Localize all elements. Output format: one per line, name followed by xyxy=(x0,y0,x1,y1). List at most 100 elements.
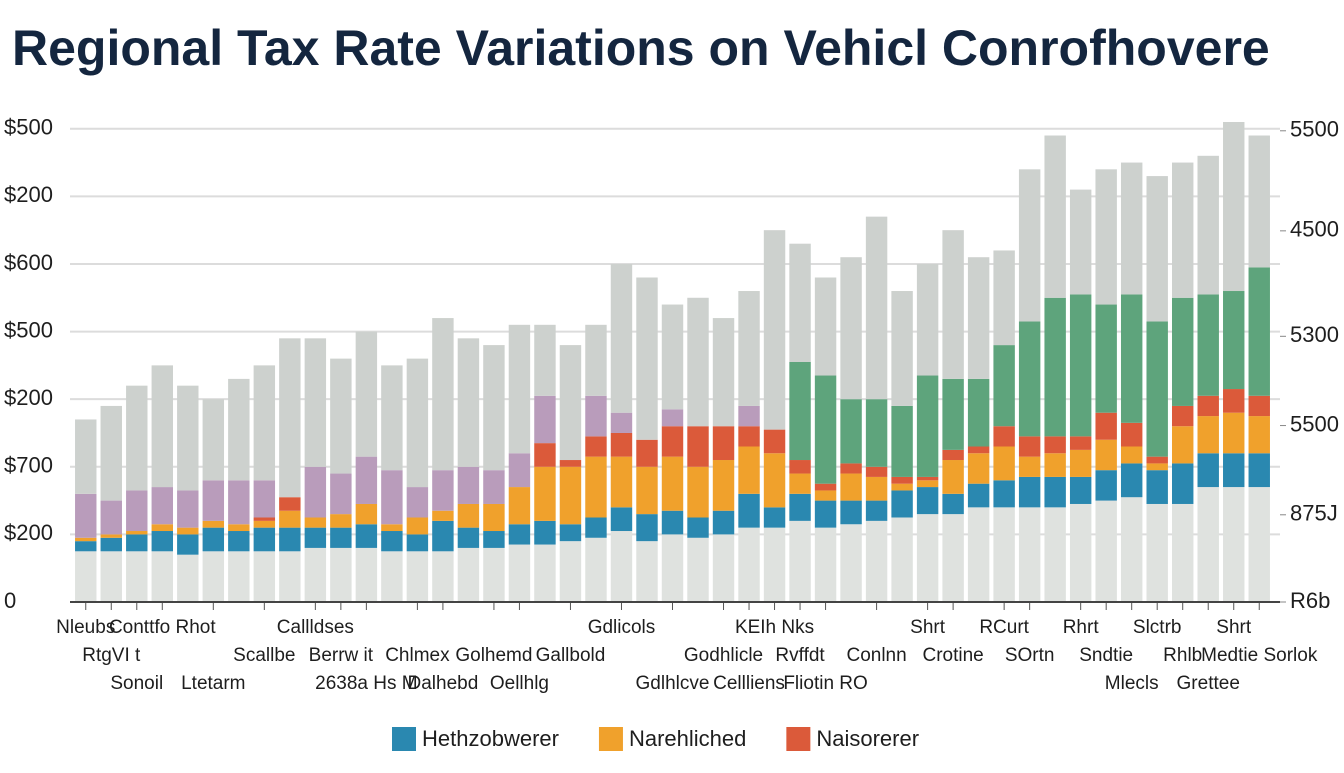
bar-segment xyxy=(1095,470,1117,501)
bar-segment xyxy=(126,490,148,532)
bar-segment xyxy=(942,378,964,450)
bar-segment xyxy=(355,524,378,548)
y-tick-label: 0 xyxy=(4,588,16,613)
bar-segment xyxy=(508,524,531,545)
bar-segment xyxy=(1171,162,1194,298)
bar-segment xyxy=(712,318,735,427)
bar-segment xyxy=(75,537,97,542)
bar-segment xyxy=(534,395,556,444)
bar-segment xyxy=(1197,395,1219,417)
bar-segment xyxy=(1197,294,1219,396)
y2-tick-label: 5500 xyxy=(1290,411,1339,436)
bar-segment xyxy=(763,429,786,454)
bar-segment xyxy=(687,517,709,538)
bar-segment xyxy=(177,385,199,491)
x-tick-label: Slctrb xyxy=(1133,617,1182,638)
bar-segment xyxy=(1248,267,1270,396)
bar-segment xyxy=(1197,487,1219,602)
x-tick-label: Medtie Sorlok xyxy=(1201,645,1318,666)
bar-segment xyxy=(432,318,454,471)
bar-segment xyxy=(406,551,429,602)
bar-segment xyxy=(865,399,888,467)
bar-segment xyxy=(228,531,250,552)
bar-segment xyxy=(789,473,811,494)
bar-segment xyxy=(457,338,480,467)
bar-segment xyxy=(1120,446,1143,464)
bar-segment xyxy=(687,466,709,518)
bar-segment xyxy=(151,365,174,488)
bar-segment xyxy=(1018,436,1041,457)
bar-segment xyxy=(814,490,837,501)
bar-segment xyxy=(1171,426,1194,464)
legend-label: Naisorerer xyxy=(816,726,919,751)
bar-segment xyxy=(355,503,378,525)
bar-segment xyxy=(1223,412,1245,454)
bar-segment xyxy=(916,487,939,515)
bar-segment xyxy=(228,378,250,481)
bar-segment xyxy=(177,490,199,528)
bar-segment xyxy=(151,551,174,602)
legend-swatch xyxy=(392,727,416,751)
bar-segment xyxy=(1069,449,1092,477)
bar-segment xyxy=(891,517,913,602)
bar-segment xyxy=(228,480,250,525)
bar-segment xyxy=(610,531,633,602)
bar-segment xyxy=(151,531,174,552)
bar-segment xyxy=(406,534,429,552)
bar-segment xyxy=(1069,503,1092,602)
bar-segment xyxy=(75,493,97,538)
bar-segment xyxy=(1044,507,1066,602)
bar-segment xyxy=(75,419,97,494)
bar-segment xyxy=(610,412,633,433)
x-tick-label: Nleubs xyxy=(56,617,115,638)
bar-segment xyxy=(126,531,148,535)
bar-segment xyxy=(1146,456,1168,464)
bar-segment xyxy=(100,405,122,501)
bar-segment xyxy=(432,520,454,552)
bar-segment xyxy=(942,514,964,602)
bar-segment xyxy=(814,375,837,484)
bar-segment xyxy=(1197,416,1219,454)
bar-segment xyxy=(993,345,1015,427)
bar-segment xyxy=(1018,456,1041,477)
bar-segment xyxy=(381,470,403,525)
bar-segment xyxy=(661,304,684,410)
bar-segment xyxy=(585,436,607,457)
bar-segment xyxy=(993,446,1015,481)
bar-segment xyxy=(865,466,888,477)
bar-segment xyxy=(712,426,735,461)
bar-segment xyxy=(202,527,225,552)
bar-segment xyxy=(100,537,122,552)
bar-segment xyxy=(1248,135,1270,268)
bar-segment xyxy=(661,426,684,457)
bar-segment xyxy=(967,257,990,379)
bar-segment xyxy=(814,277,837,376)
bar-segment xyxy=(585,456,607,518)
bar-segment xyxy=(1197,155,1219,295)
bar-segment xyxy=(1197,453,1219,488)
bar-segment xyxy=(865,216,888,400)
bar-segment xyxy=(253,480,276,518)
bar-segment xyxy=(763,230,786,430)
bar-segment xyxy=(508,544,531,602)
bar-segment xyxy=(483,547,505,602)
bar-segment xyxy=(330,514,352,528)
bar-segment xyxy=(993,480,1015,508)
bar-segment xyxy=(636,466,658,515)
bar-segment xyxy=(279,527,301,552)
bar-segment xyxy=(483,470,505,504)
bar-segment xyxy=(279,551,301,602)
bar-segment xyxy=(610,507,633,532)
bar-segment xyxy=(1095,500,1117,602)
x-tick-label: RCurt xyxy=(979,617,1029,638)
bar-segment xyxy=(585,395,607,437)
bar-segment xyxy=(1095,439,1117,471)
bar-segment xyxy=(406,517,429,535)
bar-segment xyxy=(432,470,454,511)
bar-segment xyxy=(916,480,939,488)
x-tick-label: RtgVI t xyxy=(82,645,141,666)
bar-segment xyxy=(381,531,403,552)
bar-segment xyxy=(738,405,760,427)
bar-segment xyxy=(559,345,582,461)
x-tick-label: Rvffdt xyxy=(775,645,825,666)
